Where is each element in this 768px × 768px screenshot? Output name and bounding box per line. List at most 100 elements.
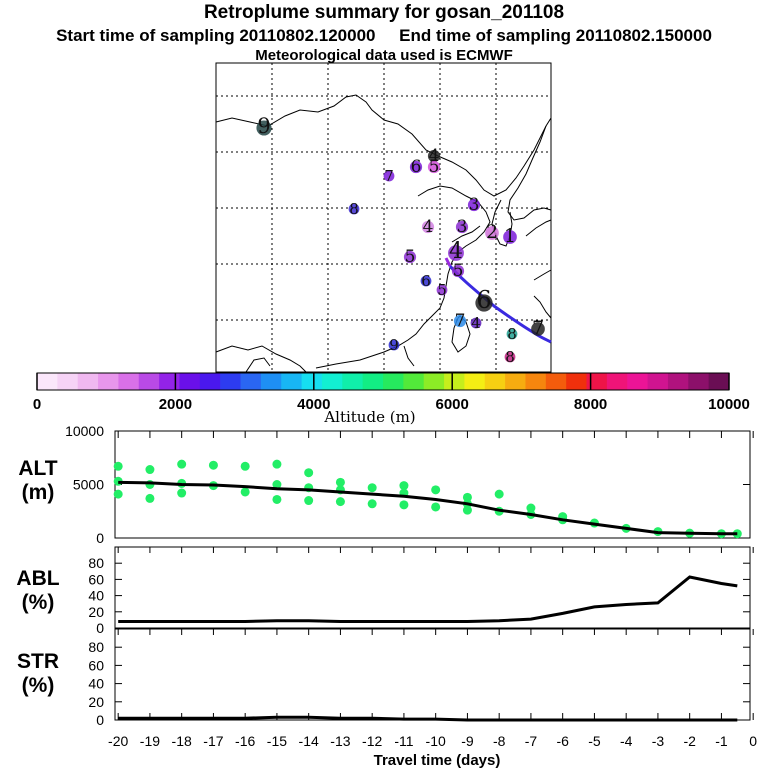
colorbar-cell	[240, 373, 262, 390]
plume-marker: 3	[467, 195, 481, 215]
colorbar-cell	[383, 373, 404, 390]
colorbar-cell	[281, 373, 303, 390]
colorbar-cell	[220, 373, 242, 390]
plume-marker-label: 9	[257, 114, 270, 138]
plume-marker-label: 4	[449, 239, 463, 264]
plume-marker-label: 2	[486, 221, 498, 243]
plume-marker: 8	[348, 200, 360, 218]
alt-scatter-point	[526, 503, 536, 513]
plume-marker: 7	[383, 167, 395, 185]
alt-scatter-point	[113, 489, 123, 499]
abl-y-tick-label: 60	[88, 571, 104, 587]
abl-y-tick-label: 20	[88, 604, 104, 620]
colorbar-cell	[77, 373, 99, 390]
str-y-tick-label: 40	[88, 676, 104, 692]
plume-marker-label: 3	[457, 217, 468, 237]
alt-scatter-point	[367, 483, 377, 493]
plume-marker: 5	[427, 157, 441, 177]
x-tick-label: -1	[715, 733, 728, 749]
alt-scatter-point	[113, 461, 123, 471]
colorbar-cell	[586, 373, 608, 390]
plume-marker-label: 7	[455, 311, 466, 331]
x-tick-label: -18	[172, 733, 192, 749]
alt-scatter-point	[240, 487, 250, 497]
colorbar-cell	[321, 373, 343, 390]
colorbar-tick-label: 6000	[436, 396, 469, 413]
altitude-colorbar: 0 2000 4000 6000 8000 10000 Altitude (m)	[33, 372, 750, 426]
plume-marker: 6	[475, 286, 493, 314]
plume-marker: 7	[531, 317, 545, 339]
x-tick-label: -14	[299, 733, 319, 749]
plume-marker-label: 5	[453, 261, 464, 281]
str-y-tick-label: 20	[88, 694, 104, 710]
colorbar-cell	[708, 373, 730, 390]
colorbar-cell	[159, 373, 180, 390]
colorbar-cell	[545, 373, 567, 390]
x-tick-label: -10	[426, 733, 446, 749]
alt-scatter-point	[335, 497, 345, 507]
colorbar-cell	[301, 373, 323, 390]
plume-marker-label: 1	[504, 225, 516, 247]
colorbar-tick-label: 0	[33, 396, 41, 413]
x-tick-label: -16	[235, 733, 255, 749]
colorbar-cell	[138, 373, 160, 390]
colorbar-cell	[342, 373, 364, 390]
alt-scatter-point	[431, 502, 441, 512]
x-tick-label: 0	[749, 733, 757, 749]
plume-marker-label: 6	[411, 157, 422, 177]
met-data-text: Meteorological data used is ECMWF	[255, 47, 513, 64]
plume-marker: 4	[470, 314, 482, 332]
x-tick-label: -9	[461, 733, 474, 749]
colorbar-tick-label: 8000	[574, 396, 607, 413]
plume-marker: 4	[427, 146, 441, 166]
x-tick-label: -11	[394, 733, 413, 749]
plume-marker-label: 5	[429, 157, 440, 177]
alt-scatter-point	[494, 489, 504, 499]
plume-centroid-track	[448, 265, 552, 344]
plume-marker: 2	[485, 221, 499, 243]
colorbar-cell	[423, 373, 445, 390]
colorbar-label: Altitude (m)	[323, 408, 415, 426]
plume-marker: 9	[388, 336, 400, 354]
plume-marker: 9	[256, 114, 272, 138]
x-tick-label: -3	[652, 733, 665, 749]
colorbar-tick-label: 2000	[159, 396, 192, 413]
x-tick-label: -6	[556, 733, 569, 749]
x-tick-label: -7	[525, 733, 538, 749]
colorbar-cell	[667, 373, 689, 390]
alt-panel: ALT (m) 0 5000 10000	[18, 423, 751, 546]
alt-y-tick-label: 5000	[73, 477, 104, 493]
plume-marker-label: 4	[429, 146, 440, 166]
x-tick-label: -20	[108, 733, 128, 749]
plume-marker: 6	[420, 272, 432, 290]
plume-marker-label: 7	[532, 317, 544, 339]
colorbar-cell	[57, 373, 79, 390]
abl-y-tick-label: 0	[96, 620, 104, 636]
colorbar-cell	[464, 373, 486, 390]
colorbar-cell	[444, 373, 465, 390]
plume-marker-label: 8	[507, 325, 517, 343]
x-tick-label: -17	[203, 733, 223, 749]
alt-scatter-point	[177, 488, 187, 498]
x-tick-label: -15	[267, 733, 287, 749]
end-time-text: End time of sampling 20110802.150000	[399, 26, 712, 45]
plume-marker-label: 4	[471, 314, 481, 332]
plume-marker: 4	[448, 239, 464, 264]
alt-scatter-point	[431, 485, 441, 495]
alt-label-top: ALT	[18, 457, 57, 480]
alt-scatter-point	[304, 496, 314, 506]
plume-marker-label: 4	[423, 217, 434, 237]
alt-scatter-point	[335, 477, 345, 487]
alt-scatter-point	[240, 461, 250, 471]
str-frame	[114, 628, 751, 721]
alt-label-bottom: (m)	[22, 481, 55, 504]
colorbar-tick-label: 4000	[297, 396, 330, 413]
plume-marker-label: 9	[389, 336, 399, 354]
alt-y-tick-label: 10000	[65, 423, 104, 439]
str-line	[118, 715, 738, 722]
colorbar-cell	[403, 373, 425, 390]
colorbar-cell	[606, 373, 628, 390]
plume-marker: 4	[421, 217, 435, 237]
plume-marker-label: 6	[476, 286, 491, 314]
